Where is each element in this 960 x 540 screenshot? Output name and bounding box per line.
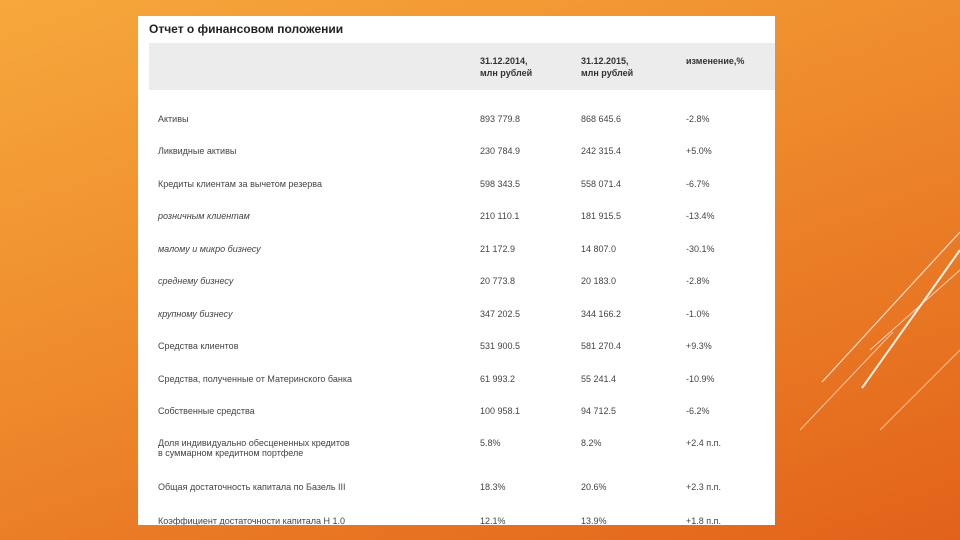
value-2014: 531 900.5 [480, 341, 521, 351]
financial-table: 31.12.2014, млн рублей 31.12.2015, млн р… [149, 43, 775, 525]
value-2015: 55 241.4 [581, 374, 617, 384]
value-2014: 100 958.1 [480, 406, 521, 416]
value-2015: 242 315.4 [581, 146, 622, 156]
value-2015: 181 915.5 [581, 211, 622, 221]
change-value: -2.8% [686, 276, 710, 286]
change-value: -13.4% [686, 211, 715, 221]
value-2015: 558 071.4 [581, 179, 622, 189]
value-2014: 21 172.9 [480, 244, 516, 254]
change-value: -10.9% [686, 374, 715, 384]
value-2015: 581 270.4 [581, 341, 622, 351]
row-label: малому и микро бизнесу [158, 244, 261, 254]
row-label: розничным клиентам [158, 211, 250, 221]
row-label: Общая достаточность капитала по Базель I… [158, 482, 346, 492]
row-label: Активы [158, 114, 189, 124]
row-label: Доля индивидуально обесцененных кредитов… [158, 438, 350, 458]
table-header: 31.12.2014, млн рублей 31.12.2015, млн р… [149, 43, 775, 90]
value-2014: 12.1% [480, 516, 506, 525]
value-2014: 61 993.2 [480, 374, 516, 384]
value-2015: 94 712.5 [581, 406, 617, 416]
change-value: -6.7% [686, 179, 710, 189]
value-2015: 20.6% [581, 482, 607, 492]
value-2015: 14 807.0 [581, 244, 617, 254]
column-header-2014: 31.12.2014, млн рублей [480, 56, 533, 78]
value-2014: 893 779.8 [480, 114, 521, 124]
row-label: Ликвидные активы [158, 146, 237, 156]
change-value: +9.3% [686, 341, 712, 351]
row-label: среднему бизнесу [158, 276, 234, 286]
column-header-2015: 31.12.2015, млн рублей [581, 56, 634, 78]
value-2014: 347 202.5 [480, 309, 521, 319]
change-value: -2.8% [686, 114, 710, 124]
change-value: +5.0% [686, 146, 712, 156]
value-2014: 230 784.9 [480, 146, 521, 156]
row-label: Кредиты клиентам за вычетом резерва [158, 179, 322, 189]
value-2015: 868 645.6 [581, 114, 622, 124]
change-value: +1.8 п.п. [686, 516, 722, 525]
value-2014: 18.3% [480, 482, 506, 492]
report-title: Отчет о финансовом положении [149, 22, 344, 36]
value-2014: 20 773.8 [480, 276, 516, 286]
row-label: Собственные средства [158, 406, 255, 416]
row-label: Средства клиентов [158, 341, 239, 351]
financial-report-panel: Отчет о финансовом положении 31.12.2014,… [138, 16, 775, 525]
value-2014: 210 110.1 [480, 211, 520, 221]
value-2015: 13.9% [581, 516, 607, 525]
row-label: Средства, полученные от Материнского бан… [158, 374, 352, 384]
value-2015: 20 183.0 [581, 276, 617, 286]
value-2014: 598 343.5 [480, 179, 521, 189]
change-value: -1.0% [686, 309, 710, 319]
row-label: Коэффициент достаточности капитала Н 1.0… [158, 516, 346, 525]
column-header-change: изменение,% [686, 56, 745, 66]
row-label: крупному бизнесу [158, 309, 233, 319]
change-value: -6.2% [686, 406, 710, 416]
change-value: +2.4 п.п. [686, 438, 722, 448]
change-value: -30.1% [686, 244, 715, 254]
change-value: +2.3 п.п. [686, 482, 722, 492]
value-2015: 344 166.2 [581, 309, 622, 319]
value-2015: 8.2% [581, 438, 602, 448]
value-2014: 5.8% [480, 438, 501, 448]
